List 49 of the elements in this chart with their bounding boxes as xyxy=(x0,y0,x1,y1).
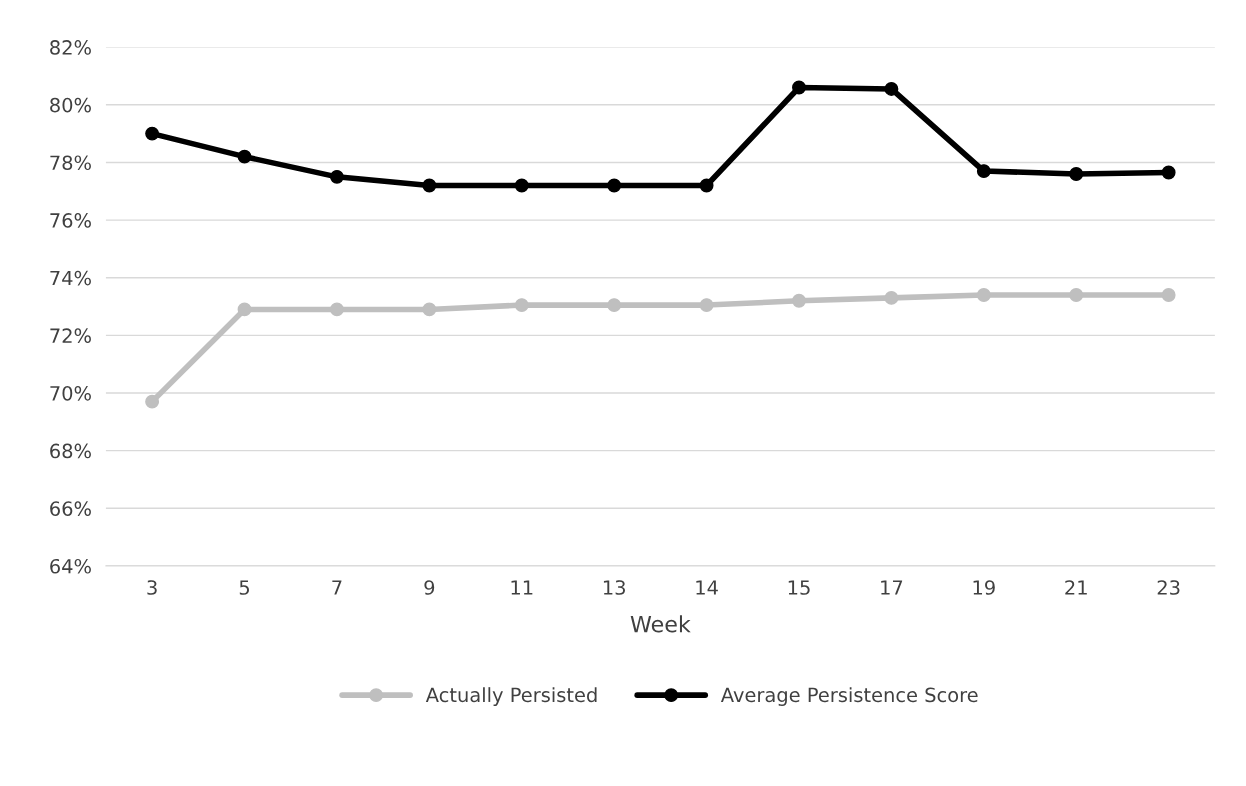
y-tick-label: 64% xyxy=(50,558,91,574)
point xyxy=(1161,165,1176,180)
point xyxy=(699,178,714,193)
x-tick-label: 13 xyxy=(603,580,625,595)
point xyxy=(976,164,991,179)
point xyxy=(1069,167,1084,181)
y-tick-label: 74% xyxy=(50,270,91,286)
point xyxy=(329,169,344,184)
x-tick-label: 23 xyxy=(1157,580,1180,595)
point xyxy=(422,302,437,317)
point xyxy=(699,298,714,313)
point xyxy=(976,288,991,302)
legend-label: Average Persistence Score xyxy=(720,687,978,706)
x-tick-label: 19 xyxy=(973,580,995,595)
point xyxy=(514,178,529,193)
point xyxy=(607,298,622,313)
point xyxy=(1069,288,1084,302)
x-axis-title: Week xyxy=(630,615,691,633)
y-tick-label: 66% xyxy=(50,501,91,516)
x-tick-label: 7 xyxy=(332,580,342,595)
point xyxy=(237,302,252,317)
x-tick-label: 5 xyxy=(239,580,250,595)
point xyxy=(514,298,529,313)
point xyxy=(1161,288,1176,302)
point xyxy=(792,80,806,95)
point xyxy=(237,149,252,164)
y-tick-label: 70% xyxy=(50,385,91,401)
point xyxy=(884,82,899,96)
point xyxy=(329,302,344,317)
y-tick-label: 72% xyxy=(50,328,91,344)
point xyxy=(607,178,622,193)
x-tick-label: 14 xyxy=(696,580,718,595)
x-tick-label: 9 xyxy=(424,580,435,595)
y-tick-label: 76% xyxy=(50,213,91,228)
point xyxy=(145,126,160,141)
point xyxy=(884,290,899,305)
point xyxy=(792,293,806,308)
x-tick-label: 3 xyxy=(147,580,157,595)
y-tick-label: 78% xyxy=(50,155,91,171)
x-tick-label: 21 xyxy=(1065,580,1087,595)
y-tick-label: 82% xyxy=(50,40,91,55)
y-tick-label: 80% xyxy=(50,97,91,113)
x-tick-label: 11 xyxy=(511,580,533,595)
point xyxy=(422,178,437,193)
point xyxy=(145,394,160,409)
legend-label: Actually Persisted xyxy=(425,687,597,706)
x-tick-label: 17 xyxy=(881,580,903,595)
y-tick-label: 68% xyxy=(50,443,91,459)
x-tick-label: 15 xyxy=(788,580,810,595)
